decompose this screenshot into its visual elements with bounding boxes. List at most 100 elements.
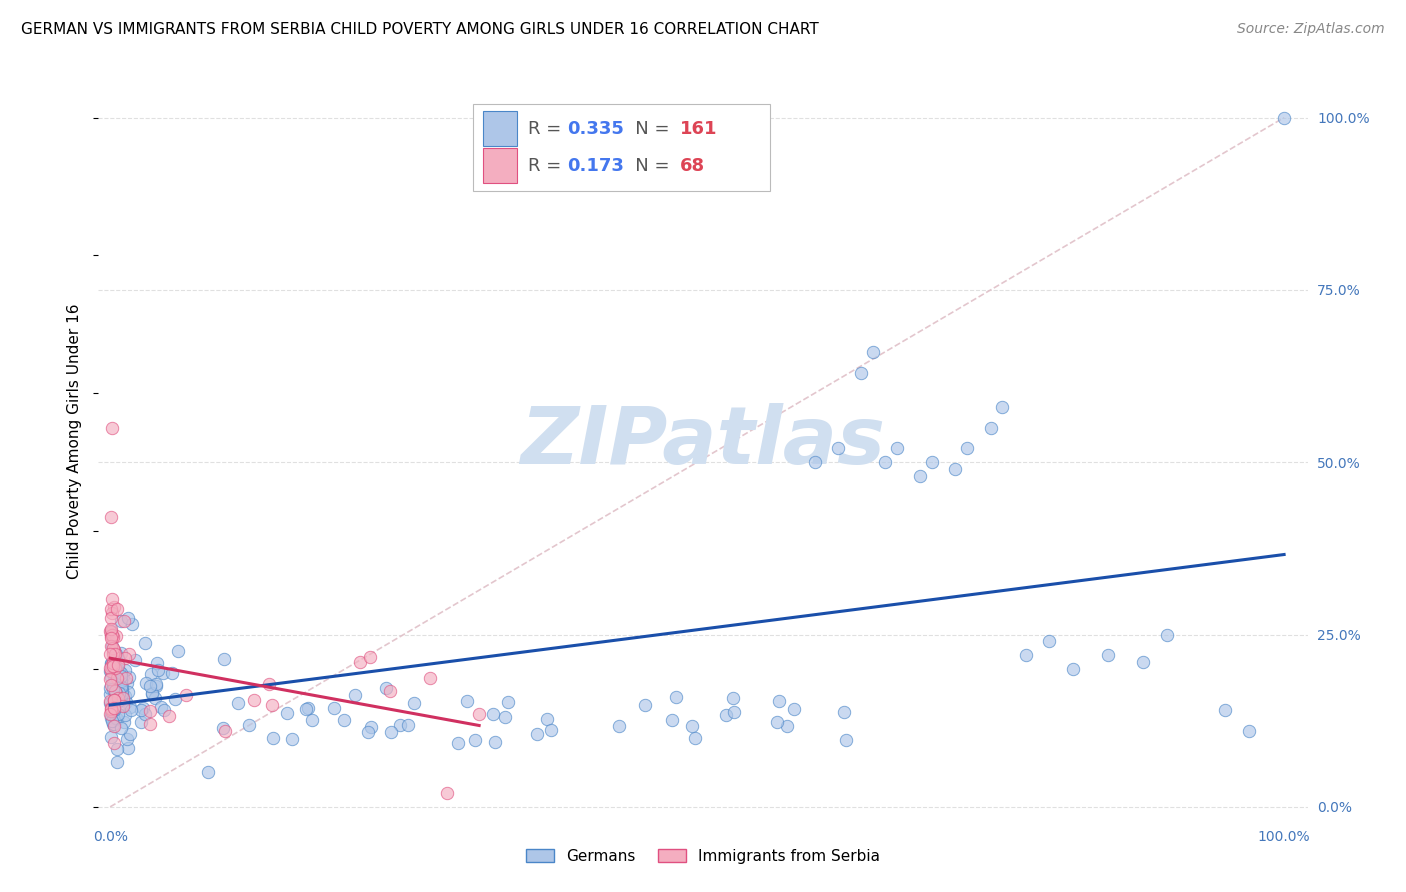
Point [107,706,129,721]
Point [98,664,121,678]
Point [103,703,125,717]
Point [100,601,122,615]
Legend: Germans, Immigrants from Serbia: Germans, Immigrants from Serbia [520,843,886,870]
Point [117,611,139,625]
Point [436,786,458,800]
Point [110,684,132,698]
Point [835,733,858,747]
Point [100,622,122,636]
Point [1038,634,1060,648]
Point [111,680,134,694]
Point [214,651,236,665]
Point [100,702,122,716]
Point [456,694,478,708]
Point [107,658,129,673]
Point [100,714,122,728]
Point [135,675,157,690]
Point [107,651,129,665]
Point [98,706,121,721]
Point [103,670,125,684]
Point [1156,627,1178,641]
Point [100,629,122,643]
Point [107,694,129,708]
Point [323,701,346,715]
Point [851,366,873,380]
Point [104,648,127,662]
Point [103,644,125,658]
Point [665,690,688,705]
Point [121,617,143,632]
Point [110,666,132,681]
Point [468,706,491,721]
Text: 0.173: 0.173 [568,157,624,176]
Point [166,644,188,658]
Point [226,696,249,710]
Point [1062,662,1084,676]
Text: 161: 161 [681,120,717,138]
Point [103,643,125,657]
Text: 68: 68 [681,157,706,176]
Point [100,659,122,673]
Point [1272,111,1295,125]
Point [100,639,122,653]
Point [110,687,132,701]
Point [145,677,167,691]
Point [105,712,128,726]
Point [174,689,197,703]
Point [105,671,128,685]
Point [481,707,503,722]
Point [1015,648,1038,663]
Point [157,709,180,723]
Point [108,674,131,689]
Point [103,676,125,690]
Point [886,442,908,456]
Point [110,693,132,707]
Point [783,702,806,716]
Point [100,698,122,712]
Point [117,740,139,755]
Point [103,599,125,614]
Text: R =: R = [527,157,567,176]
Point [107,664,129,678]
Point [100,678,122,692]
Point [129,715,152,730]
Point [526,726,548,740]
Point [103,657,125,671]
Point [945,462,967,476]
Point [103,692,125,706]
Point [120,700,142,714]
Point [110,721,132,735]
Point [1097,648,1119,663]
Point [100,670,122,684]
Point [100,510,122,524]
Point [276,706,298,720]
Point [238,718,260,732]
Point [98,672,121,686]
Point [152,666,174,681]
Text: N =: N = [619,157,676,176]
Point [357,725,380,739]
Point [396,717,419,731]
Point [803,455,825,469]
Y-axis label: Child Poverty Among Girls Under 16: Child Poverty Among Girls Under 16 [67,304,83,579]
Point [139,679,162,693]
Point [98,687,121,701]
Point [105,602,128,616]
Point [145,690,167,705]
Point [301,713,323,727]
Point [103,630,125,644]
Point [131,703,153,717]
Point [98,624,121,638]
Point [139,666,162,681]
Point [378,683,401,698]
Point [100,610,122,624]
Point [110,646,132,660]
Point [1237,724,1260,739]
Point [103,671,125,685]
Text: Source: ZipAtlas.com: Source: ZipAtlas.com [1237,22,1385,37]
Point [115,695,138,709]
Point [111,668,134,682]
Point [101,647,124,661]
Point [101,681,124,696]
Point [139,704,162,718]
